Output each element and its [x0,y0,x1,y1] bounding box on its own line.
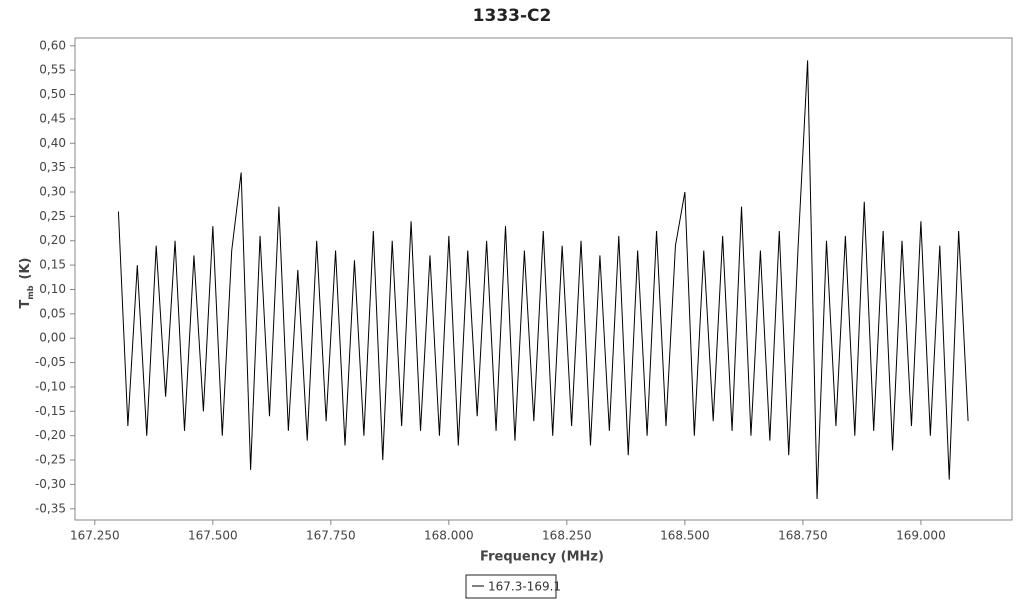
y-label-unit: (K) [18,258,33,280]
y-label-main: T [18,299,33,308]
legend-box [465,574,557,599]
x-tick-label: 168.000 [424,529,474,543]
legend-label: 167.3-169.1 [488,580,561,594]
x-tick-label: 168.750 [778,529,828,543]
y-tick-label: 0,00 [39,331,66,345]
y-tick-label: -0,30 [35,477,66,491]
y-tick-label: 0,05 [39,306,66,320]
y-axis-title-text: Tmb (K) [18,258,35,309]
x-axis-title: Frequency (MHz) [480,550,604,565]
y-axis-title: Tmb (K) [18,258,35,309]
y-tick-label: 0,45 [39,111,66,125]
y-tick-label: -0,20 [35,428,66,442]
y-tick-label: 0,20 [39,233,66,247]
y-tick-label: 0,35 [39,160,66,174]
y-tick-label: 0,40 [39,136,66,150]
legend: 167.3-169.1 [465,574,561,599]
y-label-sub: mb [26,285,35,299]
y-tick-label: 0,60 [39,38,66,52]
y-tick-label: -0,25 [35,453,66,467]
y-tick-label: -0,15 [35,404,66,418]
plot-frame [74,37,1013,521]
x-tick-label: 168.500 [660,529,710,543]
y-tick-label: 0,55 [39,63,66,77]
y-tick-label: -0,10 [35,379,66,393]
y-tick-label: 0,30 [39,185,66,199]
data-line [117,60,969,500]
y-tick-label: -0,05 [35,355,66,369]
x-tick-label: 168.250 [542,529,592,543]
x-tick-label: 167.750 [306,529,356,543]
x-tick-label: 167.500 [188,529,238,543]
y-tick-label: -0,35 [35,501,66,515]
y-tick-label: 0,10 [39,282,66,296]
y-tick-label: 0,15 [39,258,66,272]
chart-title: 1333-C2 [473,6,552,26]
y-tick-label: 0,50 [39,87,66,101]
y-tick-label: 0,25 [39,209,66,223]
x-tick-label: 167.250 [70,529,120,543]
x-tick-label: 169.000 [896,529,946,543]
